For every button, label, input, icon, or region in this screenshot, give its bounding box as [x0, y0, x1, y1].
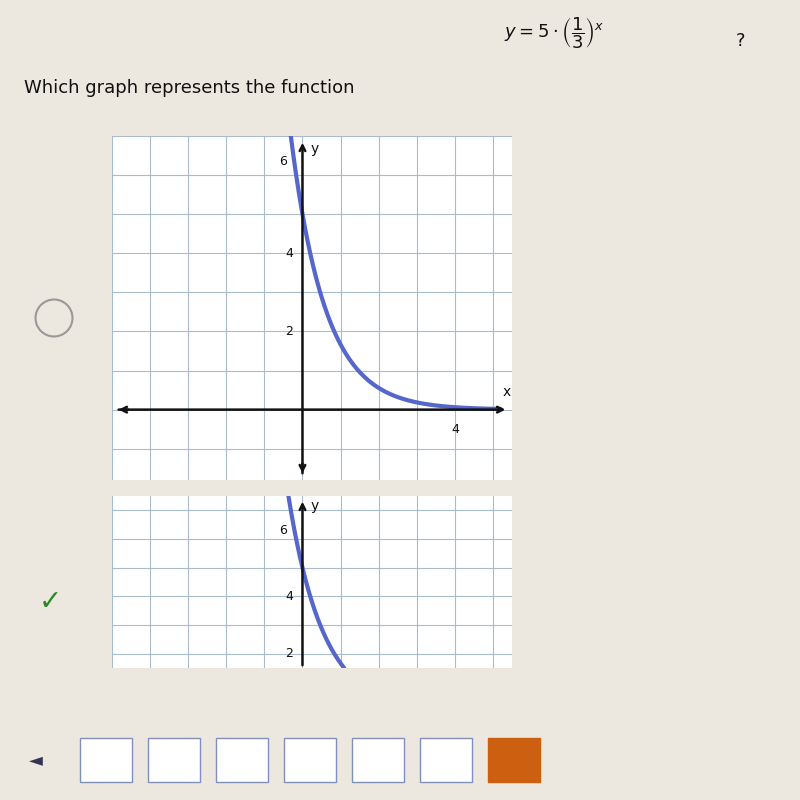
FancyBboxPatch shape — [488, 738, 540, 782]
FancyBboxPatch shape — [284, 738, 336, 782]
FancyBboxPatch shape — [420, 738, 472, 782]
Text: 2: 2 — [285, 325, 293, 338]
Text: 4: 4 — [285, 246, 293, 260]
Text: 2: 2 — [285, 647, 293, 660]
Text: ?: ? — [736, 32, 746, 50]
Text: Which graph represents the function: Which graph represents the function — [24, 79, 354, 98]
Text: y: y — [311, 142, 319, 156]
Text: $y = 5 \cdot \left(\dfrac{1}{3}\right)^x$: $y = 5 \cdot \left(\dfrac{1}{3}\right)^x… — [504, 15, 605, 51]
FancyBboxPatch shape — [148, 738, 200, 782]
FancyBboxPatch shape — [216, 738, 268, 782]
Text: x: x — [502, 385, 510, 398]
FancyBboxPatch shape — [80, 738, 132, 782]
Text: y: y — [311, 499, 319, 513]
Text: 4: 4 — [451, 423, 458, 436]
Text: 4: 4 — [285, 590, 293, 603]
Text: 6: 6 — [279, 155, 287, 168]
Text: 6: 6 — [279, 524, 287, 537]
Text: ✓: ✓ — [38, 588, 62, 616]
Text: ◄: ◄ — [29, 751, 43, 769]
FancyBboxPatch shape — [352, 738, 404, 782]
